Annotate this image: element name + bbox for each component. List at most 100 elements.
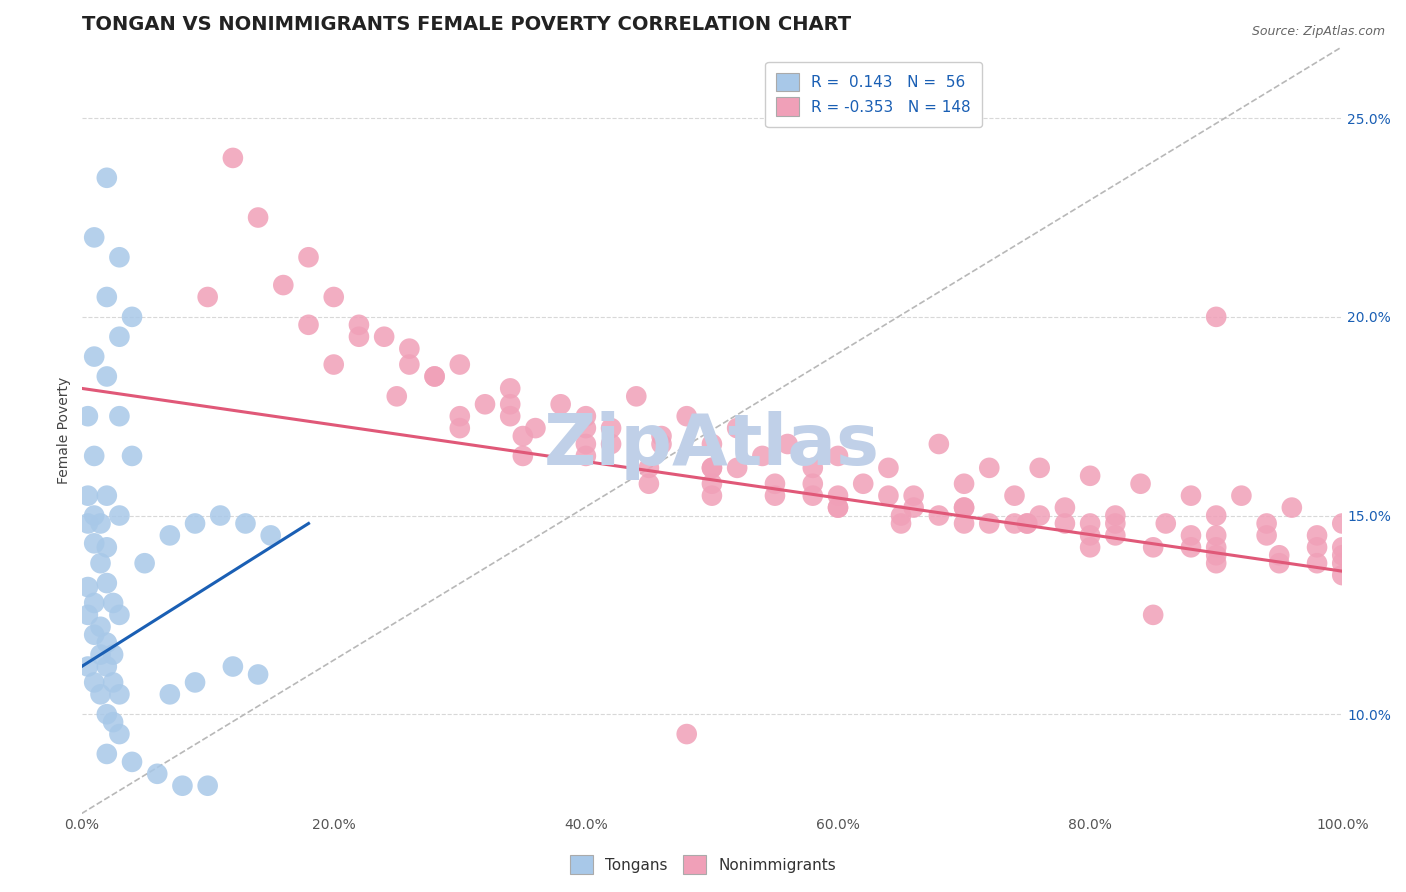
Point bbox=[1331, 556, 1354, 570]
Point bbox=[1078, 516, 1101, 531]
Point bbox=[322, 290, 344, 304]
Point bbox=[197, 290, 219, 304]
Point bbox=[953, 476, 976, 491]
Point bbox=[1142, 607, 1164, 622]
Point bbox=[373, 329, 395, 343]
Point bbox=[1268, 556, 1291, 570]
Point bbox=[108, 687, 131, 701]
Text: Source: ZipAtlas.com: Source: ZipAtlas.com bbox=[1251, 25, 1385, 38]
Point bbox=[852, 476, 875, 491]
Point bbox=[260, 528, 283, 542]
Point bbox=[1205, 310, 1227, 324]
Point bbox=[801, 489, 824, 503]
Point bbox=[449, 421, 471, 435]
Point bbox=[89, 648, 111, 662]
Point bbox=[398, 358, 420, 372]
Point bbox=[1306, 556, 1329, 570]
Point bbox=[197, 779, 219, 793]
Point bbox=[1104, 528, 1126, 542]
Point bbox=[83, 508, 105, 523]
Point bbox=[499, 409, 522, 424]
Point bbox=[96, 489, 118, 503]
Point bbox=[89, 620, 111, 634]
Point bbox=[953, 500, 976, 515]
Point bbox=[1104, 516, 1126, 531]
Point bbox=[96, 170, 118, 185]
Point bbox=[423, 369, 446, 384]
Point bbox=[700, 437, 723, 451]
Point bbox=[1180, 528, 1202, 542]
Point bbox=[1053, 516, 1076, 531]
Point bbox=[725, 421, 748, 435]
Point bbox=[101, 596, 124, 610]
Point bbox=[1078, 468, 1101, 483]
Point bbox=[1205, 508, 1227, 523]
Point bbox=[121, 310, 143, 324]
Point bbox=[827, 500, 849, 515]
Point bbox=[96, 635, 118, 649]
Point bbox=[751, 449, 773, 463]
Point bbox=[877, 489, 900, 503]
Point bbox=[247, 667, 270, 681]
Point bbox=[83, 230, 105, 244]
Point bbox=[890, 508, 912, 523]
Point bbox=[638, 460, 661, 475]
Point bbox=[297, 318, 319, 332]
Point bbox=[83, 628, 105, 642]
Point bbox=[101, 715, 124, 730]
Point bbox=[449, 409, 471, 424]
Point bbox=[83, 675, 105, 690]
Point bbox=[763, 476, 786, 491]
Point bbox=[96, 576, 118, 591]
Point bbox=[1142, 541, 1164, 555]
Point bbox=[108, 329, 131, 343]
Point bbox=[1331, 568, 1354, 582]
Point bbox=[1180, 489, 1202, 503]
Point bbox=[159, 687, 181, 701]
Point bbox=[347, 329, 370, 343]
Point bbox=[96, 659, 118, 673]
Point bbox=[1078, 528, 1101, 542]
Point bbox=[89, 516, 111, 531]
Point bbox=[575, 409, 598, 424]
Legend: R =  0.143   N =  56, R = -0.353   N = 148: R = 0.143 N = 56, R = -0.353 N = 148 bbox=[765, 62, 981, 127]
Point bbox=[1256, 516, 1278, 531]
Point bbox=[650, 437, 672, 451]
Point bbox=[512, 449, 534, 463]
Point bbox=[398, 342, 420, 356]
Point bbox=[979, 516, 1001, 531]
Y-axis label: Female Poverty: Female Poverty bbox=[58, 376, 72, 483]
Point bbox=[499, 381, 522, 395]
Point bbox=[96, 369, 118, 384]
Point bbox=[449, 358, 471, 372]
Point bbox=[1028, 460, 1050, 475]
Point bbox=[700, 489, 723, 503]
Point bbox=[928, 508, 950, 523]
Point bbox=[801, 476, 824, 491]
Point bbox=[1281, 500, 1303, 515]
Text: TONGAN VS NONIMMIGRANTS FEMALE POVERTY CORRELATION CHART: TONGAN VS NONIMMIGRANTS FEMALE POVERTY C… bbox=[82, 15, 851, 34]
Point bbox=[524, 421, 547, 435]
Point bbox=[96, 290, 118, 304]
Point bbox=[1205, 528, 1227, 542]
Point bbox=[77, 607, 100, 622]
Point bbox=[903, 500, 925, 515]
Point bbox=[184, 516, 207, 531]
Point bbox=[222, 659, 245, 673]
Point bbox=[928, 437, 950, 451]
Point bbox=[903, 489, 925, 503]
Point bbox=[575, 449, 598, 463]
Point bbox=[550, 397, 572, 411]
Point bbox=[1129, 476, 1152, 491]
Point bbox=[801, 460, 824, 475]
Point bbox=[322, 358, 344, 372]
Point bbox=[776, 437, 799, 451]
Point bbox=[101, 648, 124, 662]
Point bbox=[77, 580, 100, 594]
Point bbox=[1306, 528, 1329, 542]
Point bbox=[725, 460, 748, 475]
Point bbox=[1004, 516, 1026, 531]
Point bbox=[953, 516, 976, 531]
Point bbox=[638, 476, 661, 491]
Point bbox=[96, 707, 118, 722]
